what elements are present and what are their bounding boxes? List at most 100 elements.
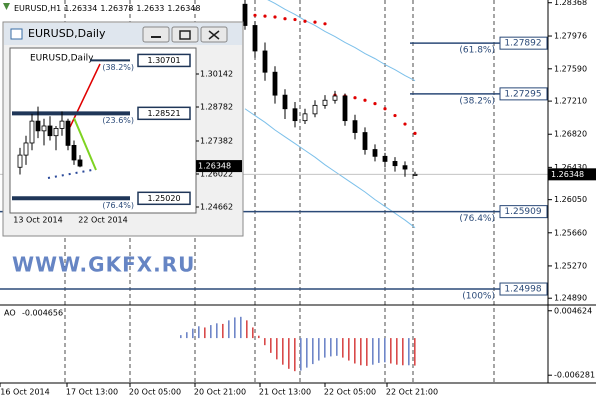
header-field: EURUSD,H1 [14,4,61,13]
ao-panel: AO -0.004656 0.004624 -0.006281 [4,306,595,379]
candle-body [41,125,47,132]
price-tag [548,168,596,181]
fib-price: 1.27892 [504,39,541,49]
candle-body [77,159,83,167]
header-arrow [3,3,10,10]
sar-dot [373,102,377,106]
fib-price-box [499,282,548,296]
y-tick-label: 1.26430 [554,163,587,172]
candle-body [312,104,318,115]
fib-percent: (100%) [462,292,495,302]
candle-body [292,108,298,122]
ao-bar [330,338,332,357]
fib-price-box [499,205,548,219]
candle-body [17,154,23,168]
ao-bar [186,332,188,339]
fib-price-box [499,87,548,101]
candle-body [262,50,268,73]
candle-body [372,149,378,157]
ao-bar [282,338,284,365]
fib-percent: (61.8%) [459,46,495,56]
candle-body [302,113,308,122]
ao-bar [354,338,356,364]
dotted-trend [47,169,93,179]
ao-bar [402,338,404,366]
ao-bar [390,338,392,364]
ao-bar [198,326,200,339]
y-tick-label: 1.26820 [554,130,587,139]
fib-price-box [137,53,191,68]
ao-bar [306,338,308,368]
fib-price: 1.25909 [504,207,541,217]
band-upper [267,0,416,82]
ao-bar [366,338,368,366]
close-glyph [208,30,220,40]
daily-window[interactable]: EURUSD,Daily EURUSD,Daily 1.30142 1.28782 1.… [2,21,244,237]
ao-bar [408,338,410,366]
candle-body [272,71,278,96]
y-tick-label: 1.28782 [200,103,233,112]
fib-price-box [137,106,191,121]
ao-bar [270,338,272,353]
fib-percent: (76.4%) [459,214,495,224]
window-minimize-button[interactable] [142,26,170,43]
ao-bar [258,335,260,339]
ao-bar [240,316,242,339]
candle-body [252,25,258,52]
fib-price: 1.30701 [147,56,180,65]
y-tick-label: 1.27382 [200,136,233,145]
ao-bar [210,325,212,339]
ao-bar [294,338,296,372]
sar-dot [413,131,417,135]
fib-percent: (76.4%) [102,201,134,210]
candle-body [47,125,53,137]
chart-header: EURUSD,H1 1.26334 1.26378 1.2633 1.26348 [14,4,201,13]
header-field: 1.26334 [64,4,97,13]
sar-dot [263,14,267,18]
x-tick-label: 20 Oct 05:00 [129,388,181,397]
fib-price: 1.24998 [504,285,541,295]
header-field: 1.2633 [136,4,164,13]
sar-dot [283,17,287,21]
y-tick-label: 1.27976 [554,32,587,41]
fib-price: 1.25020 [147,194,180,203]
ao-title: AO [4,309,16,318]
y-tick-label: 1.27590 [554,64,587,73]
ao-bar [276,338,278,360]
window-maximize-button[interactable] [171,26,199,43]
candle-body [71,144,77,161]
fib-trend-red [69,63,101,128]
candle-body [352,120,358,133]
candle-body [23,142,29,156]
ao-bar [324,338,326,358]
candle-body [59,120,65,129]
ao-bar [312,338,314,365]
y-tick-label: 1.24662 [200,203,233,212]
sar-dot [403,122,407,126]
sar-dot [323,22,327,26]
y-tick-label: 1.24890 [554,294,587,303]
ao-bar [378,338,380,363]
price-tag-label: 1.26348 [551,170,584,179]
window-icon [10,28,23,40]
y-tick-label: 0.004624 [554,306,592,315]
ao-bar [222,323,224,339]
band-lower [244,108,416,229]
fib-trend-green [73,117,97,171]
candle-body [342,95,348,122]
ao-bar [180,335,182,339]
sar-dot [253,13,257,17]
fib-price-box [499,36,548,50]
candle-body [332,95,338,101]
y-tick-label: -0.006281 [554,371,595,380]
candle-body [362,132,368,150]
ao-bar [360,338,362,366]
sar-dot [293,17,297,22]
ao-bar [252,327,254,339]
price-tag-label: 1.26348 [198,162,231,171]
candle-body [29,120,35,144]
x-tick-label: 22 Oct 2014 [78,216,127,225]
x-tick-label: 20 Oct 21:00 [194,388,246,397]
candle-body [53,128,59,137]
ao-bar [288,338,290,369]
